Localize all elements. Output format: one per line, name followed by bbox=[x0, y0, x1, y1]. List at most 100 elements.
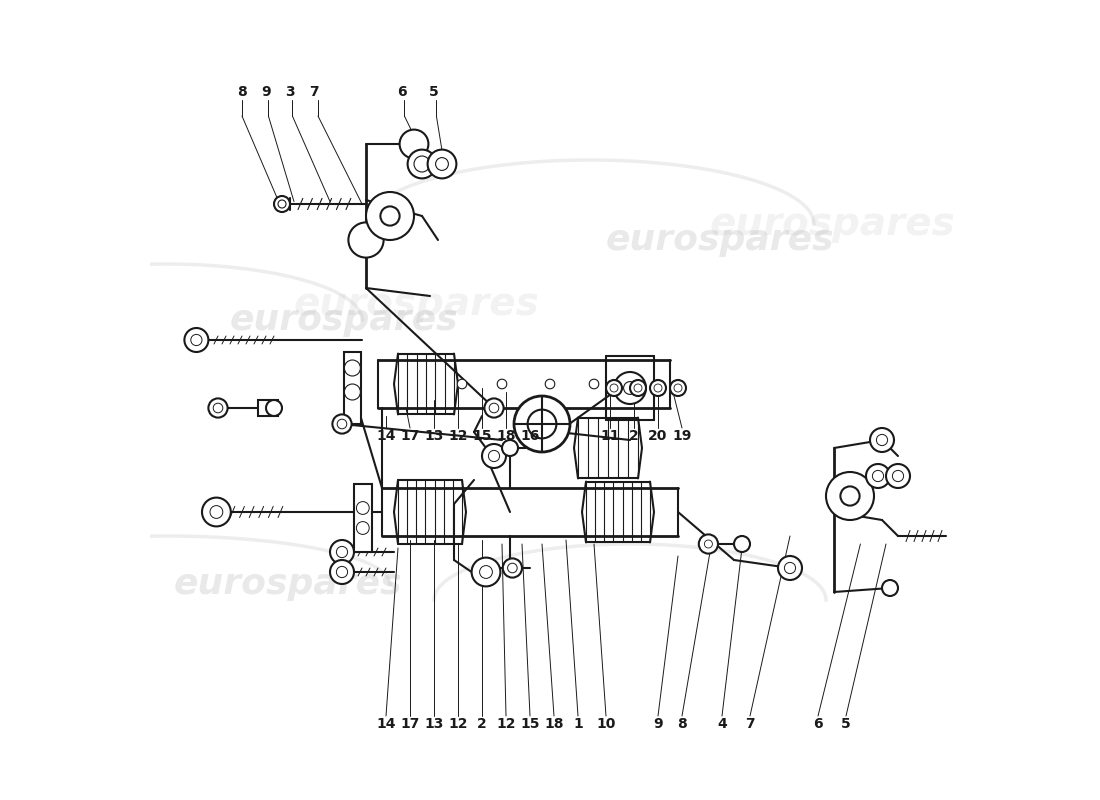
Circle shape bbox=[208, 398, 228, 418]
Circle shape bbox=[826, 472, 875, 520]
Text: 15: 15 bbox=[472, 429, 492, 443]
Bar bbox=[343, 352, 361, 424]
Circle shape bbox=[337, 566, 348, 578]
Text: 13: 13 bbox=[425, 429, 443, 443]
Circle shape bbox=[408, 150, 437, 178]
Circle shape bbox=[882, 580, 898, 596]
Text: 2: 2 bbox=[629, 429, 639, 443]
Circle shape bbox=[630, 380, 646, 396]
Text: 12: 12 bbox=[449, 429, 468, 443]
Text: 20: 20 bbox=[648, 429, 668, 443]
Text: 13: 13 bbox=[425, 717, 443, 731]
Circle shape bbox=[886, 464, 910, 488]
Circle shape bbox=[634, 384, 642, 392]
Text: 8: 8 bbox=[678, 717, 686, 731]
Circle shape bbox=[866, 464, 890, 488]
Text: eurospares: eurospares bbox=[606, 223, 835, 257]
Circle shape bbox=[356, 502, 370, 514]
Text: 2: 2 bbox=[477, 717, 487, 731]
Circle shape bbox=[654, 384, 662, 392]
Circle shape bbox=[877, 434, 888, 446]
Circle shape bbox=[778, 556, 802, 580]
Text: eurospares: eurospares bbox=[174, 567, 403, 601]
Circle shape bbox=[482, 444, 506, 468]
Circle shape bbox=[614, 372, 646, 404]
Circle shape bbox=[190, 334, 202, 346]
Text: 6: 6 bbox=[813, 717, 823, 731]
Circle shape bbox=[381, 206, 399, 226]
Text: 15: 15 bbox=[520, 717, 540, 731]
Circle shape bbox=[210, 506, 223, 518]
Text: 5: 5 bbox=[842, 717, 851, 731]
Circle shape bbox=[349, 222, 384, 258]
Text: 9: 9 bbox=[261, 85, 271, 99]
Text: eurospares: eurospares bbox=[294, 285, 540, 323]
Circle shape bbox=[507, 563, 517, 573]
Circle shape bbox=[337, 546, 348, 558]
Text: eurospares: eurospares bbox=[710, 205, 956, 243]
Circle shape bbox=[356, 522, 370, 534]
Circle shape bbox=[414, 156, 430, 172]
Circle shape bbox=[330, 540, 354, 564]
Circle shape bbox=[650, 380, 666, 396]
Text: 7: 7 bbox=[309, 85, 319, 99]
Circle shape bbox=[872, 470, 883, 482]
Circle shape bbox=[330, 560, 354, 584]
Circle shape bbox=[366, 192, 414, 240]
Circle shape bbox=[528, 410, 557, 438]
Circle shape bbox=[590, 379, 598, 389]
Circle shape bbox=[674, 384, 682, 392]
Circle shape bbox=[213, 403, 223, 413]
Circle shape bbox=[266, 400, 282, 416]
Circle shape bbox=[734, 536, 750, 552]
Circle shape bbox=[344, 384, 361, 400]
Circle shape bbox=[428, 150, 456, 178]
Text: 4: 4 bbox=[717, 717, 727, 731]
Text: 18: 18 bbox=[496, 429, 516, 443]
Text: 8: 8 bbox=[238, 85, 246, 99]
Circle shape bbox=[436, 158, 449, 170]
Text: 17: 17 bbox=[400, 429, 420, 443]
Bar bbox=[354, 484, 372, 552]
Bar bbox=[258, 400, 278, 416]
Text: 18: 18 bbox=[544, 717, 563, 731]
Circle shape bbox=[784, 562, 795, 574]
Circle shape bbox=[624, 382, 637, 394]
Circle shape bbox=[490, 403, 498, 413]
Text: 17: 17 bbox=[400, 717, 420, 731]
Circle shape bbox=[840, 486, 859, 506]
Circle shape bbox=[497, 379, 507, 389]
Circle shape bbox=[503, 558, 522, 578]
Text: 16: 16 bbox=[520, 429, 540, 443]
Circle shape bbox=[546, 379, 554, 389]
Circle shape bbox=[399, 130, 428, 158]
Circle shape bbox=[704, 540, 713, 548]
Circle shape bbox=[202, 498, 231, 526]
Text: 11: 11 bbox=[601, 429, 619, 443]
Circle shape bbox=[488, 450, 499, 462]
Text: 19: 19 bbox=[672, 429, 692, 443]
Circle shape bbox=[185, 328, 208, 352]
Text: 14: 14 bbox=[376, 717, 396, 731]
Circle shape bbox=[332, 414, 352, 434]
Text: 7: 7 bbox=[745, 717, 755, 731]
Circle shape bbox=[472, 558, 500, 586]
Circle shape bbox=[610, 384, 618, 392]
Circle shape bbox=[698, 534, 718, 554]
Text: 10: 10 bbox=[596, 717, 616, 731]
Text: 5: 5 bbox=[429, 85, 439, 99]
Circle shape bbox=[606, 380, 621, 396]
Text: 12: 12 bbox=[496, 717, 516, 731]
Text: 14: 14 bbox=[376, 429, 396, 443]
Circle shape bbox=[892, 470, 903, 482]
Circle shape bbox=[502, 440, 518, 456]
Circle shape bbox=[480, 566, 493, 578]
Text: 6: 6 bbox=[397, 85, 407, 99]
Circle shape bbox=[458, 379, 466, 389]
Circle shape bbox=[278, 200, 286, 208]
Circle shape bbox=[274, 196, 290, 212]
Circle shape bbox=[670, 380, 686, 396]
Text: 9: 9 bbox=[653, 717, 663, 731]
Circle shape bbox=[338, 419, 346, 429]
Circle shape bbox=[484, 398, 504, 418]
